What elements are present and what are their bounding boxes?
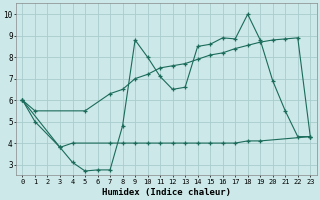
X-axis label: Humidex (Indice chaleur): Humidex (Indice chaleur) [102, 188, 231, 197]
